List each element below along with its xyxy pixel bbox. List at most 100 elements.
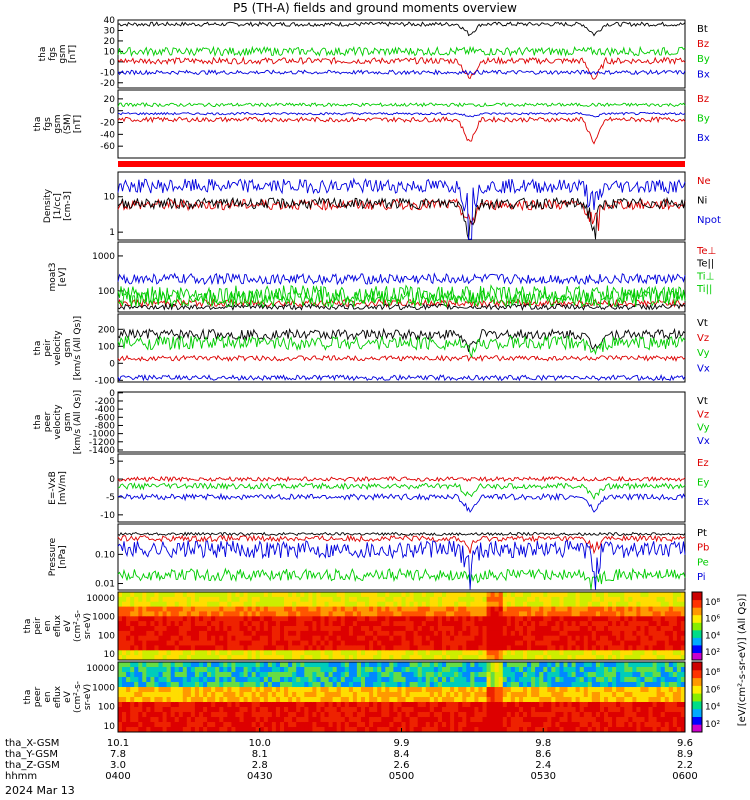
- heatmap-cell: [547, 677, 552, 683]
- heatmap-cell: [466, 712, 471, 718]
- heatmap-cell: [170, 712, 176, 718]
- heatmap-cell: [510, 692, 516, 698]
- y-tick-label: 10000: [86, 664, 115, 674]
- heatmap-cell: [624, 616, 629, 622]
- heatmap-cell: [567, 662, 572, 668]
- heatmap-cell: [138, 682, 143, 688]
- heatmap-cell: [571, 687, 577, 693]
- heatmap-cell: [389, 596, 394, 603]
- heatmap-cell: [559, 677, 564, 683]
- heatmap-cell: [223, 601, 228, 608]
- heatmap-cell: [458, 662, 463, 668]
- heatmap-cell: [134, 640, 139, 646]
- heatmap-cell: [478, 727, 483, 733]
- heatmap-cell: [523, 630, 528, 637]
- heatmap-cell: [231, 717, 236, 723]
- heatmap-cell: [616, 592, 621, 598]
- heatmap-cell: [393, 672, 398, 678]
- heatmap-cell: [267, 682, 273, 688]
- heatmap-cell: [235, 606, 240, 612]
- heatmap-cell: [251, 616, 257, 622]
- heatmap-cell: [316, 645, 321, 651]
- heatmap-cell: [223, 621, 228, 627]
- heatmap-cell: [324, 662, 329, 668]
- heatmap-cell: [470, 621, 475, 627]
- heatmap-cell: [575, 722, 581, 728]
- heatmap-cell: [292, 640, 297, 646]
- heatmap-cell: [575, 727, 581, 733]
- heatmap-cell: [296, 635, 301, 642]
- heatmap-cell: [527, 645, 532, 651]
- heatmap-cell: [474, 645, 479, 651]
- heatmap-cell: [126, 692, 131, 698]
- heatmap-cell: [429, 630, 435, 637]
- heatmap-cell: [409, 702, 415, 708]
- x-row-label: hhmm: [5, 771, 37, 782]
- heatmap-cell: [150, 707, 155, 713]
- heatmap-cell: [587, 722, 593, 728]
- heatmap-cell: [211, 687, 216, 693]
- panel-frame: [117, 19, 686, 89]
- heatmap-cell: [446, 635, 451, 642]
- heatmap-cell: [328, 606, 334, 612]
- heatmap-cell: [450, 640, 455, 646]
- heatmap-cell: [215, 712, 220, 718]
- heatmap-cell: [474, 640, 479, 646]
- heatmap-cell: [466, 630, 471, 637]
- heatmap-cell: [324, 611, 329, 617]
- heatmap-cell: [397, 682, 402, 688]
- heatmap-cell: [271, 672, 277, 678]
- heatmap-cell: [510, 697, 516, 703]
- heatmap-cell: [409, 630, 415, 637]
- heatmap-cell: [482, 635, 487, 642]
- heatmap-cell: [267, 635, 273, 642]
- heatmap-cell: [126, 655, 131, 661]
- heatmap-cell: [130, 677, 135, 683]
- heatmap-cell: [365, 640, 370, 646]
- heatmap-cell: [170, 707, 176, 713]
- heatmap-cell: [437, 621, 443, 627]
- heatmap-cell: [478, 640, 483, 646]
- heatmap-cell: [150, 606, 155, 612]
- heatmap-cell: [320, 662, 325, 668]
- heatmap-cell: [304, 712, 309, 718]
- heatmap-cell: [219, 707, 224, 713]
- heatmap-cell: [122, 712, 127, 718]
- heatmap-cell: [640, 650, 645, 656]
- heatmap-cell: [312, 702, 317, 708]
- heatmap-cell: [672, 606, 678, 612]
- heatmap-cell: [470, 650, 475, 656]
- heatmap-cell: [600, 667, 605, 673]
- heatmap-cell: [474, 635, 479, 642]
- heatmap-cell: [567, 727, 572, 733]
- heatmap-cell: [284, 611, 289, 617]
- heatmap-cell: [531, 672, 536, 678]
- heatmap-cell: [243, 640, 249, 646]
- heatmap-cell: [118, 697, 123, 703]
- heatmap-cell: [328, 722, 334, 728]
- heatmap-cell: [474, 621, 479, 627]
- heatmap-cell: [263, 626, 269, 632]
- heatmap-cell: [308, 677, 313, 683]
- heatmap-cell: [356, 722, 362, 728]
- heatmap-cell: [340, 650, 346, 656]
- heatmap-cell: [470, 662, 475, 668]
- heatmap-cell: [608, 650, 613, 656]
- heatmap-cell: [506, 655, 512, 661]
- heatmap-cell: [162, 712, 168, 718]
- heatmap-cell: [571, 722, 577, 728]
- heatmap-cell: [174, 722, 180, 728]
- heatmap-cell: [672, 630, 678, 637]
- heatmap-cell: [369, 682, 374, 688]
- heatmap-cell: [652, 667, 658, 673]
- heatmap-cell: [559, 667, 564, 673]
- heatmap-cell: [170, 672, 176, 678]
- heatmap-cell: [336, 621, 342, 627]
- heatmap-cell: [344, 722, 350, 728]
- heatmap-cell: [182, 621, 188, 627]
- heatmap-cell: [292, 611, 297, 617]
- heatmap-cell: [142, 697, 147, 703]
- heatmap-cell: [219, 621, 224, 627]
- heatmap-cell: [563, 650, 568, 656]
- heatmap-cell: [271, 601, 277, 608]
